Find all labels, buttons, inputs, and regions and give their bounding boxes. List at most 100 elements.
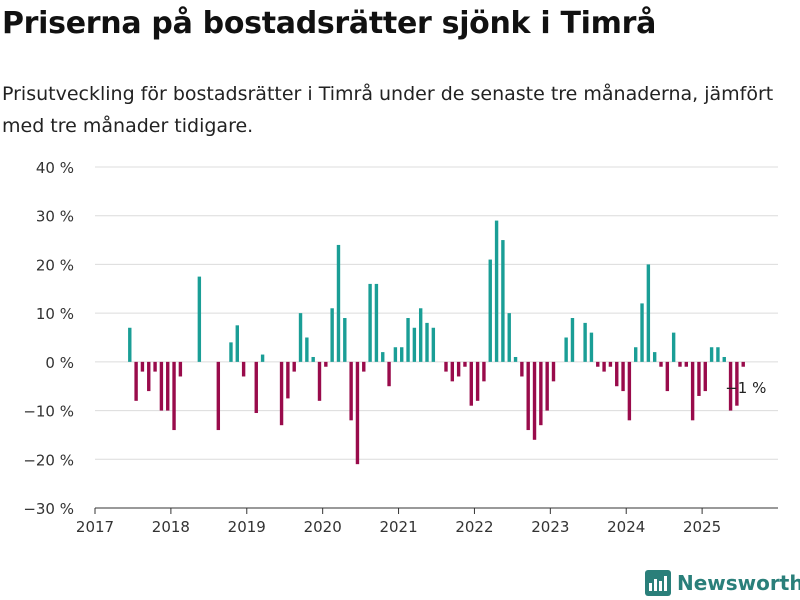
bar-2021-10: [456, 361, 461, 377]
bar-2019-03: [260, 354, 265, 362]
bar-2025-06: [735, 361, 739, 406]
bar-2024-12: [697, 361, 701, 396]
bar-2024-03: [640, 303, 644, 362]
x-tick-label: 2025: [683, 518, 721, 536]
bar-2023-06: [583, 322, 587, 362]
bar-2021-04: [418, 308, 423, 362]
bar-2019-07: [286, 361, 290, 399]
bar-2022-02: [482, 361, 486, 382]
bar-2024-08: [671, 332, 676, 362]
bar-2021-08: [444, 361, 448, 372]
bar-2019-09: [298, 313, 303, 362]
bar-2020-02: [330, 308, 334, 362]
bar-2024-09: [678, 361, 682, 367]
brand-logo: Newsworthy: [645, 566, 800, 600]
bar-2023-04: [570, 318, 575, 362]
bar-2022-01: [475, 361, 480, 401]
bar-2024-06: [659, 361, 663, 367]
bar-2021-11: [463, 361, 467, 367]
x-axis: 2017 2018 2019 2020 2021 2022 2023 2024 2025: [76, 507, 778, 536]
bar-2023-10: [608, 361, 613, 367]
bar-2020-03: [336, 244, 341, 362]
bar-2022-03: [488, 259, 492, 362]
bar-2020-04: [343, 318, 347, 362]
bar-2018-05: [197, 276, 202, 362]
bar-2019-02: [254, 361, 258, 414]
bar-2022-09: [526, 361, 530, 431]
bar-2018-11: [235, 325, 239, 362]
bar-2021-06: [431, 327, 436, 362]
bar-2022-11: [539, 361, 543, 426]
bar-2023-03: [564, 337, 568, 362]
bar-2020-11: [387, 361, 391, 387]
bar-2022-10: [532, 361, 537, 440]
bar-2023-12: [621, 361, 625, 392]
y-axis-labels: 40 % 30 % 20 % 10 % 0 % −10 % −20 % −30 %: [23, 159, 74, 518]
chart-title: Priserna på bostadsrätter sjönk i Timrå: [2, 6, 657, 41]
bar-2024-04: [646, 264, 651, 362]
x-tick-label: 2020: [304, 518, 342, 536]
bar-2024-02: [634, 347, 638, 362]
bar-2021-05: [425, 322, 429, 362]
bar-2025-07: [741, 361, 745, 367]
bar-2021-03: [412, 327, 417, 362]
bar-2017-10: [153, 361, 157, 372]
bar-2020-12: [393, 347, 398, 362]
bar-2022-06: [507, 313, 511, 362]
bar-2022-04: [494, 220, 499, 362]
bar-2018-10: [229, 342, 233, 362]
y-tick-label: 10 %: [36, 305, 74, 323]
bar-2020-05: [349, 361, 353, 421]
x-tick-label: 2023: [531, 518, 569, 536]
bar-2024-10: [684, 361, 688, 367]
bar-2021-02: [406, 318, 410, 362]
bar-2018-01: [172, 361, 176, 431]
bars: [128, 220, 745, 465]
bar-2023-07: [589, 332, 594, 362]
bar-2018-08: [216, 361, 221, 431]
newsworthy-logo-icon: [645, 570, 671, 596]
bar-2024-07: [665, 361, 670, 392]
bar-2022-08: [520, 361, 524, 377]
bar-2025-05: [728, 361, 733, 411]
bar-2020-01: [324, 361, 328, 367]
y-tick-label: 0 %: [45, 354, 74, 372]
bar-2025-03: [716, 347, 720, 362]
bar-2020-08: [368, 283, 372, 362]
x-tick-label: 2022: [455, 518, 493, 536]
x-tick-label: 2024: [607, 518, 645, 536]
bar-2018-12: [241, 361, 246, 377]
bar-2021-01: [400, 347, 404, 362]
y-tick-label: −30 %: [23, 500, 74, 518]
y-tick-label: 30 %: [36, 208, 74, 226]
x-tick-label: 2021: [379, 518, 417, 536]
bar-2019-06: [279, 361, 284, 426]
bar-2025-01: [703, 361, 707, 392]
bar-2017-07: [134, 361, 138, 401]
x-tick-label: 2018: [152, 518, 190, 536]
y-tick-label: −20 %: [23, 451, 74, 469]
bar-2025-04: [722, 356, 726, 362]
bar-2021-09: [450, 361, 455, 382]
bar-2024-01: [627, 361, 632, 421]
bar-2017-12: [166, 361, 170, 411]
bar-2022-05: [501, 240, 505, 362]
bar-2022-07: [513, 356, 518, 362]
y-tick-label: −10 %: [23, 403, 74, 421]
y-tick-label: 40 %: [36, 159, 74, 177]
bar-2024-05: [652, 352, 657, 362]
latest-value-annotation: −1 %: [725, 379, 766, 397]
grid-layer: [95, 166, 778, 460]
bar-2023-01: [551, 361, 556, 382]
y-tick-label: 20 %: [36, 256, 74, 274]
bar-2023-11: [615, 361, 619, 387]
bar-2021-12: [469, 361, 473, 406]
bar-2017-06: [128, 327, 132, 362]
bar-2019-08: [292, 361, 296, 372]
brand-name: Newsworthy: [677, 571, 800, 595]
bar-2022-12: [545, 361, 549, 411]
bar-2020-06: [355, 361, 360, 465]
bar-2024-11: [690, 361, 695, 421]
bar-2023-08: [596, 361, 600, 367]
